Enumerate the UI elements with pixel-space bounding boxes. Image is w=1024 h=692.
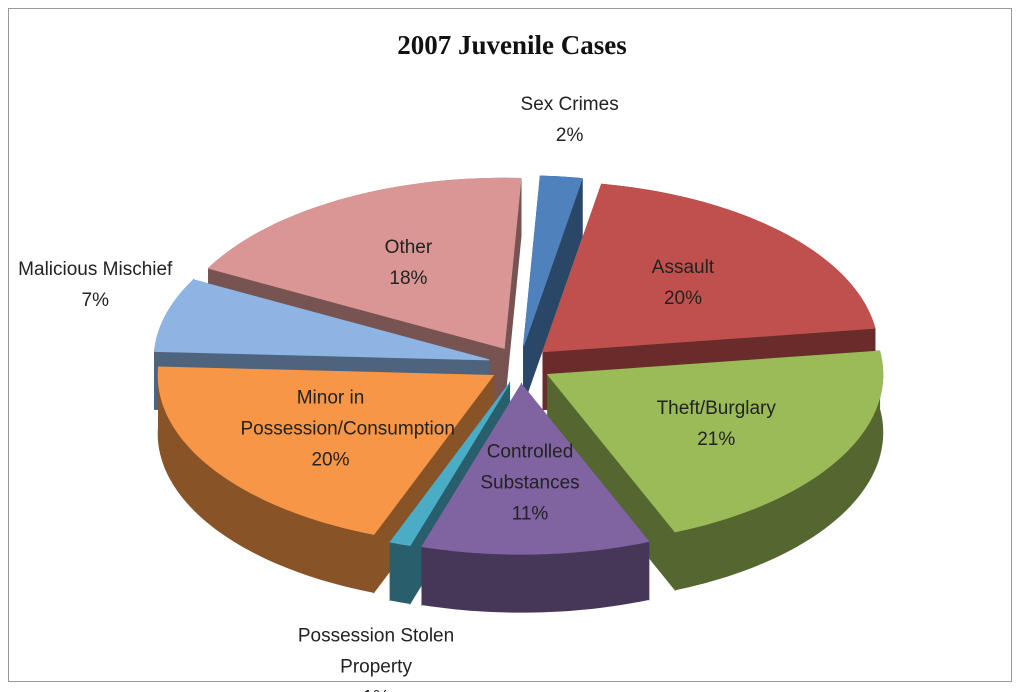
slice-value-label: 7% — [81, 289, 109, 311]
slice-label: Sex Crimes 2% — [480, 89, 660, 151]
slice-wall — [389, 541, 411, 605]
slice-value-label: 11% — [511, 503, 549, 525]
slice — [389, 382, 510, 547]
slice-name: Assault — [651, 257, 715, 279]
slice — [542, 183, 876, 353]
slice-value-label: 18% — [389, 267, 428, 289]
slice-label: Minor in Possession/Consumption 20% — [240, 383, 455, 476]
slice-name: Controlled Substances — [480, 441, 580, 494]
slice — [207, 177, 522, 349]
slice-name: Theft/Burglary — [656, 397, 776, 419]
slice-name: Other — [384, 236, 433, 258]
slice-name: Malicious Mischief — [18, 258, 173, 280]
slice — [157, 366, 495, 535]
slice — [546, 350, 884, 533]
slice-label: Theft/Burglary 21% — [626, 393, 806, 455]
slice — [421, 383, 650, 555]
slice-value-label: 20% — [311, 449, 350, 471]
slice-name: Sex Crimes — [520, 93, 619, 115]
slice — [523, 175, 583, 347]
slice — [154, 279, 490, 361]
slice-name: Minor in Possession/Consumption — [240, 387, 455, 440]
slice-label: Other 18% — [318, 232, 498, 294]
slice-label: Controlled Substances 11% — [440, 436, 620, 529]
slice-label: Malicious Mischief 7% — [5, 254, 185, 316]
slice-value-label: 1% — [286, 683, 466, 692]
slice-value-label: 21% — [697, 428, 736, 450]
slice-value-label: 20% — [663, 288, 702, 310]
chart-title: 2007 Juvenile Cases — [397, 30, 627, 60]
slice-label: Possession Stolen Property 1% — [286, 621, 466, 692]
chart-frame — [8, 8, 1012, 682]
slice-value-label: 2% — [555, 124, 584, 146]
slice-name: Possession Stolen Property — [297, 625, 455, 678]
slice-label: Assault 20% — [593, 252, 773, 314]
